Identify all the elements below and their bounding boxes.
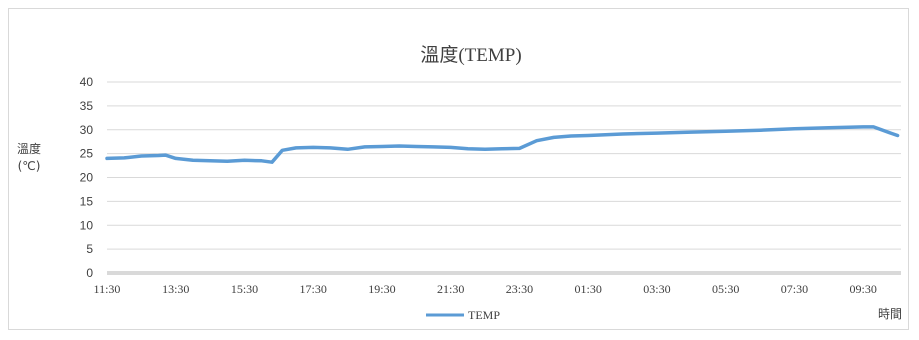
y-tick-label-5: 5 [86,242,93,256]
y-tick-label-0: 0 [86,266,93,280]
x-axis-label: 時間 [878,307,902,321]
legend: TEMP [426,308,500,322]
x-tick-label-1330: 13:30 [162,282,189,296]
x-axis-ticks: 11:30 13:30 15:30 17:30 19:30 21:30 23:30 01:30… [94,282,877,296]
y-tick-label-15: 15 [80,194,94,208]
x-tick-label-2330: 23:30 [506,282,533,296]
y-axis-label-line2: (℃) [18,159,41,173]
y-tick-label-10: 10 [80,218,94,232]
y-tick-label-20: 20 [80,171,94,185]
gridlines [107,81,901,275]
chart-title: 溫度(TEMP) [420,44,521,66]
y-tick-label-25: 25 [80,147,94,161]
x-tick-label-1730: 17:30 [300,282,327,296]
series-layer [105,125,900,164]
x-tick-label-2130: 21:30 [437,282,464,296]
x-tick-label-1930: 19:30 [368,282,395,296]
x-tick-label-0330: 03:30 [643,282,670,296]
y-axis-ticks: 0 5 10 15 20 25 30 35 40 [80,75,94,280]
series-line-temp [105,125,900,164]
chart-frame: 溫度(TEMP) 0 5 10 15 20 25 30 35 40 11:30 13:30 15:3… [8,8,909,330]
y-axis-label-line1: 溫度 [17,141,41,156]
y-tick-label-30: 30 [80,123,94,137]
line-chart: 溫度(TEMP) 0 5 10 15 20 25 30 35 40 11:30 13:30 15:3… [17,44,902,322]
x-tick-label-1130: 11:30 [94,282,121,296]
x-tick-label-0730: 07:30 [781,282,808,296]
x-tick-label-0530: 05:30 [712,282,739,296]
y-tick-label-35: 35 [80,99,94,113]
x-tick-label-1530: 15:30 [231,282,258,296]
y-tick-label-40: 40 [80,75,94,89]
x-tick-label-0930: 09:30 [850,282,877,296]
x-tick-label-0130: 01:30 [575,282,602,296]
legend-label-temp: TEMP [468,308,500,322]
